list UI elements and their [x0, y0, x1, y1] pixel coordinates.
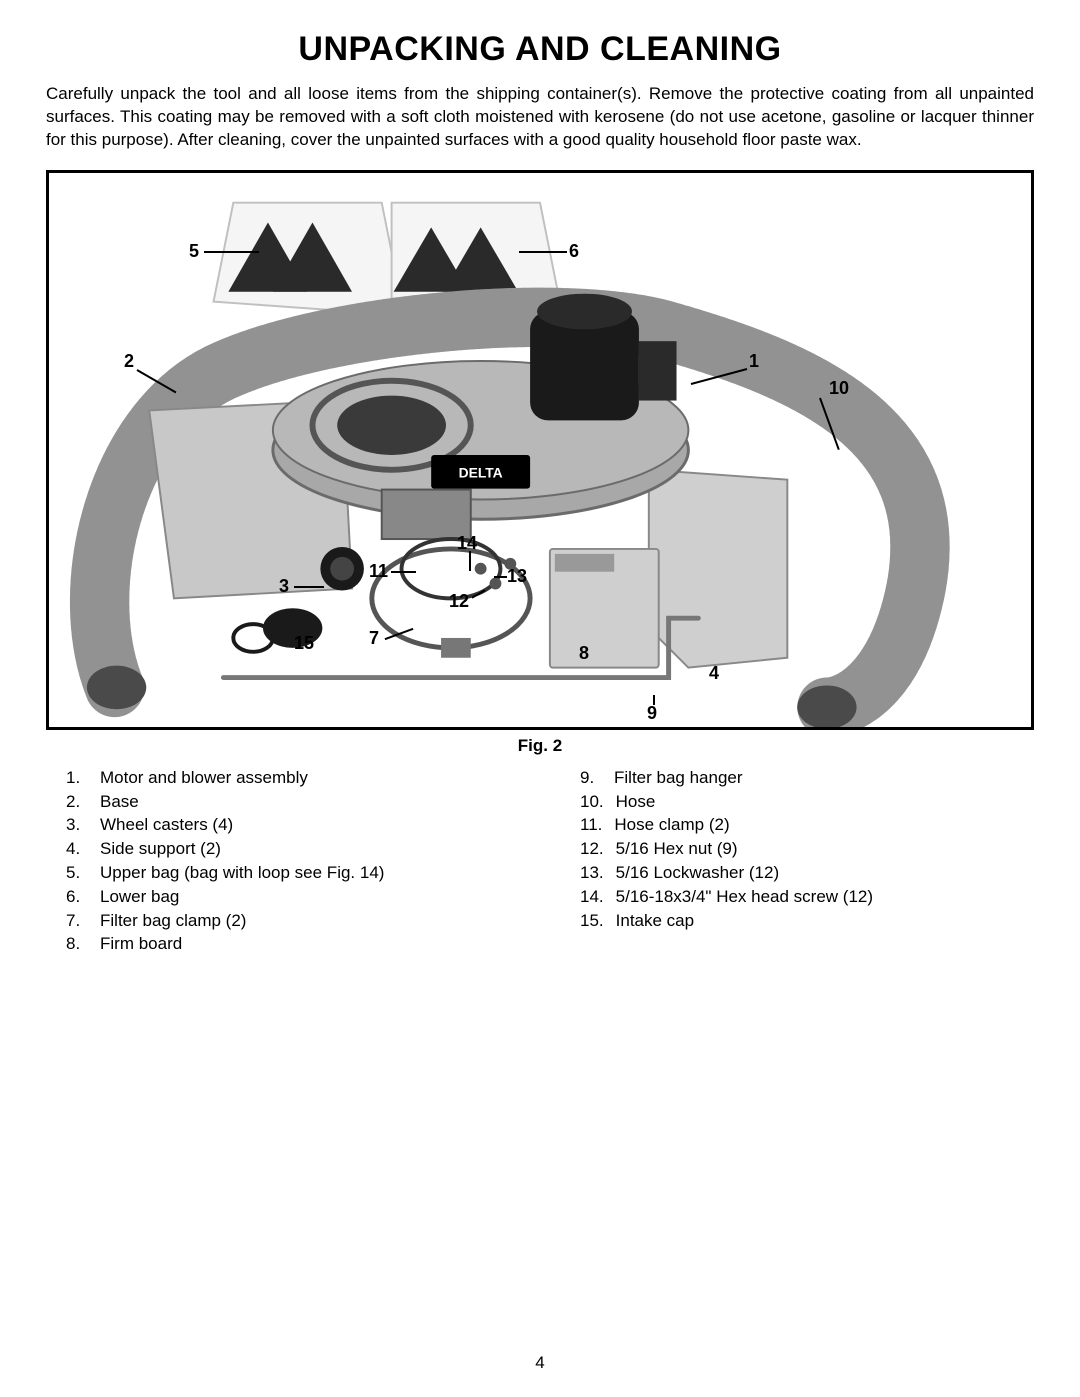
callout-12: 12 [449, 591, 469, 612]
callout-4: 4 [709, 663, 719, 684]
parts-item-text: Wheel casters (4) [100, 813, 233, 837]
parts-item-text: 5/16-18x3/4" Hex head screw (12) [616, 885, 873, 909]
callout-13: 13 [507, 566, 527, 587]
callout-2: 2 [124, 351, 134, 372]
callout-3: 3 [279, 576, 289, 597]
parts-list-item: 4. Side support (2) [46, 837, 520, 861]
page-number: 4 [0, 1353, 1080, 1373]
parts-item-text: Hose clamp (2) [614, 813, 729, 837]
parts-list-item: 14. 5/16-18x3/4" Hex head screw (12) [560, 885, 1034, 909]
parts-item-text: Lower bag [100, 885, 179, 909]
parts-item-text: Hose [616, 790, 656, 814]
callout-5: 5 [189, 241, 199, 262]
callout-14: 14 [457, 533, 477, 554]
brand-label: DELTA [459, 465, 503, 481]
callout-7: 7 [369, 628, 379, 649]
parts-list-right: 9. Filter bag hanger 10. Hose 11. Hose clamp … [560, 766, 1034, 956]
parts-list-item: 3. Wheel casters (4) [46, 813, 520, 837]
callout-6: 6 [569, 241, 579, 262]
parts-list-item: 9. Filter bag hanger [560, 766, 1034, 790]
parts-item-number: 15. [580, 909, 604, 933]
parts-item-text: Firm board [100, 932, 182, 956]
callout-15: 15 [294, 633, 314, 654]
parts-item-text: 5/16 Lockwasher (12) [616, 861, 779, 885]
parts-item-number: 4. [66, 837, 88, 861]
parts-list-left: 1. Motor and blower assembly 2. Base 3. Wheel… [46, 766, 520, 956]
parts-list-item: 2. Base [46, 790, 520, 814]
parts-item-text: Motor and blower assembly [100, 766, 308, 790]
parts-item-text: Filter bag hanger [614, 766, 743, 790]
parts-list-item: 12. 5/16 Hex nut (9) [560, 837, 1034, 861]
callout-11: 11 [369, 561, 388, 582]
callout-10: 10 [829, 378, 849, 399]
parts-list-item: 15. Intake cap [560, 909, 1034, 933]
figure-caption: Fig. 2 [46, 736, 1034, 756]
parts-list-item: 7. Filter bag clamp (2) [46, 909, 520, 933]
blower-outlet [382, 489, 471, 538]
intro-paragraph: Carefully unpack the tool and all loose … [46, 83, 1034, 152]
parts-item-number: 10. [580, 790, 604, 814]
callout-1: 1 [749, 351, 759, 372]
parts-list-item: 6. Lower bag [46, 885, 520, 909]
parts-item-number: 13. [580, 861, 604, 885]
callout-8: 8 [579, 643, 589, 664]
parts-item-text: Base [100, 790, 139, 814]
parts-item-text: 5/16 Hex nut (9) [616, 837, 738, 861]
parts-item-number: 12. [580, 837, 604, 861]
parts-list-item: 13. 5/16 Lockwasher (12) [560, 861, 1034, 885]
parts-list-item: 8. Firm board [46, 932, 520, 956]
parts-item-number: 7. [66, 909, 88, 933]
parts-list-item: 1. Motor and blower assembly [46, 766, 520, 790]
parts-item-text: Upper bag (bag with loop see Fig. 14) [100, 861, 384, 885]
parts-list-item: 5. Upper bag (bag with loop see Fig. 14) [46, 861, 520, 885]
figure-2: DELTA 5 6 2 [46, 170, 1034, 730]
parts-item-number: 6. [66, 885, 88, 909]
parts-list-item: 11. Hose clamp (2) [560, 813, 1034, 837]
parts-item-number: 8. [66, 932, 88, 956]
callout-9: 9 [647, 703, 657, 724]
parts-item-number: 2. [66, 790, 88, 814]
parts-list-item: 10. Hose [560, 790, 1034, 814]
parts-item-number: 1. [66, 766, 88, 790]
parts-item-text: Filter bag clamp (2) [100, 909, 246, 933]
page-title: UNPACKING AND CLEANING [46, 30, 1034, 69]
parts-item-text: Side support (2) [100, 837, 221, 861]
parts-item-number: 3. [66, 813, 88, 837]
parts-item-number: 9. [580, 766, 602, 790]
parts-item-text: Intake cap [616, 909, 694, 933]
parts-item-number: 11. [580, 813, 602, 837]
parts-list: 1. Motor and blower assembly 2. Base 3. Wheel… [46, 766, 1034, 956]
parts-item-number: 14. [580, 885, 604, 909]
parts-item-number: 5. [66, 861, 88, 885]
